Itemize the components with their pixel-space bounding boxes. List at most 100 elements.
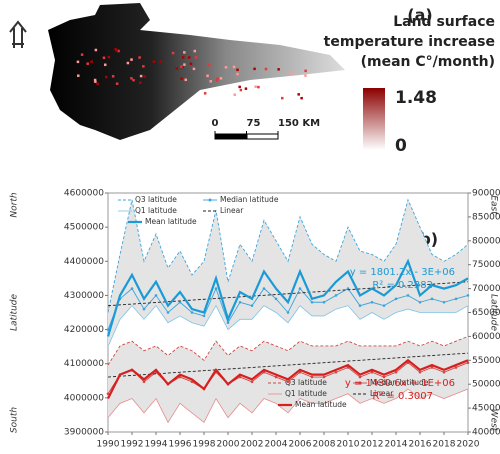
legend-marker — [358, 381, 362, 385]
hotspot — [77, 74, 80, 77]
legend-label: Q3 latitude — [135, 195, 177, 204]
legend-label: Mean latitude — [295, 400, 347, 409]
series-line — [107, 388, 469, 424]
series-line — [107, 335, 469, 366]
median-marker — [394, 370, 398, 374]
hotspot — [143, 75, 146, 78]
median-marker — [406, 294, 410, 297]
hotspot — [281, 96, 284, 100]
hotspot — [192, 67, 196, 71]
hotspot — [184, 78, 188, 82]
series-line — [107, 358, 469, 400]
median-marker — [106, 392, 110, 396]
panel-label: (a) — [407, 6, 432, 25]
hotspot — [253, 67, 256, 71]
hotspot — [206, 74, 209, 78]
y2-tick-label: 400000 — [472, 428, 500, 438]
map-title: temperature increase — [324, 34, 495, 50]
median-marker — [418, 370, 422, 374]
hotspot — [219, 77, 223, 80]
colorbar-label: 0 — [395, 136, 407, 156]
median-marker — [382, 304, 386, 307]
median-marker — [322, 300, 326, 304]
study-area — [48, 3, 345, 140]
y2-tick-label: 650000 — [472, 308, 500, 318]
series-line — [107, 352, 469, 378]
median-marker — [334, 294, 338, 297]
legend-label: Median latitude — [220, 195, 279, 204]
median-marker — [466, 294, 470, 297]
y-tick-label: 4000000 — [64, 393, 104, 403]
x-tick-label: 2006 — [289, 440, 312, 450]
y2-tick-label: 450000 — [472, 404, 500, 414]
median-marker — [358, 375, 362, 379]
hotspots — [76, 48, 307, 100]
median-marker — [298, 287, 302, 290]
median-marker — [322, 375, 326, 379]
median-marker — [286, 380, 290, 384]
median-marker — [382, 375, 386, 379]
x-tick-label: 2014 — [385, 440, 408, 450]
hotspot — [236, 72, 239, 76]
y2-tick-label: 850000 — [472, 212, 500, 222]
median-marker — [334, 370, 338, 374]
hotspot — [244, 87, 248, 90]
legend-label: Q1 latitude — [135, 206, 177, 215]
hotspot — [105, 75, 108, 79]
median-marker — [274, 375, 278, 379]
hotspot — [180, 77, 183, 80]
hotspot — [180, 65, 183, 68]
median-marker — [310, 375, 314, 379]
hotspot — [107, 55, 111, 59]
median-marker — [358, 304, 362, 307]
map: (a) — [9, 3, 433, 140]
hotspot — [238, 85, 241, 89]
x-tick-label: 1998 — [193, 440, 216, 450]
median-marker — [226, 321, 230, 325]
median-marker — [106, 328, 110, 331]
median-marker — [286, 311, 290, 314]
x-tick-label: 1990 — [97, 440, 120, 450]
median-marker — [178, 300, 182, 304]
median-marker — [238, 300, 242, 304]
median-marker — [454, 366, 458, 369]
hotspot — [224, 66, 228, 69]
hotspot — [232, 65, 236, 69]
series-line — [107, 304, 469, 347]
y2-tick-label: 900000 — [472, 189, 500, 199]
median-marker — [370, 300, 374, 304]
hotspot — [94, 48, 98, 52]
hotspot — [76, 60, 80, 64]
y2-tick-label: 800000 — [472, 236, 500, 246]
x-tick-label: 2004 — [265, 440, 288, 450]
legend-label: Mean latitude — [145, 217, 197, 226]
median-marker — [442, 300, 446, 304]
hotspot — [239, 88, 243, 92]
y-tick-label: 4500000 — [64, 223, 104, 233]
hotspot — [142, 65, 145, 68]
legend-label: Q3 latitude — [285, 378, 327, 387]
hotspot — [111, 75, 115, 78]
y-tick-label: 4100000 — [64, 359, 104, 369]
series-line — [106, 258, 469, 337]
hotspot — [181, 56, 185, 59]
hotspot — [193, 49, 197, 53]
median-marker — [142, 380, 146, 384]
x-tick-label: 2018 — [433, 440, 456, 450]
median-marker — [130, 287, 134, 290]
median-marker — [310, 300, 314, 304]
hotspot — [304, 74, 307, 77]
x-tick-label: 2020 — [457, 440, 480, 450]
axis-title: North — [10, 192, 20, 217]
median-marker — [442, 370, 446, 374]
hotspot — [94, 80, 97, 83]
hotspot — [102, 56, 106, 60]
hotspot — [159, 60, 162, 63]
series-line — [107, 198, 469, 313]
hotspot — [236, 68, 239, 72]
x-tick-label: 2012 — [361, 440, 384, 450]
hotspot — [115, 49, 118, 52]
hotspot — [171, 51, 175, 55]
x-tick-label: 1996 — [169, 440, 192, 450]
